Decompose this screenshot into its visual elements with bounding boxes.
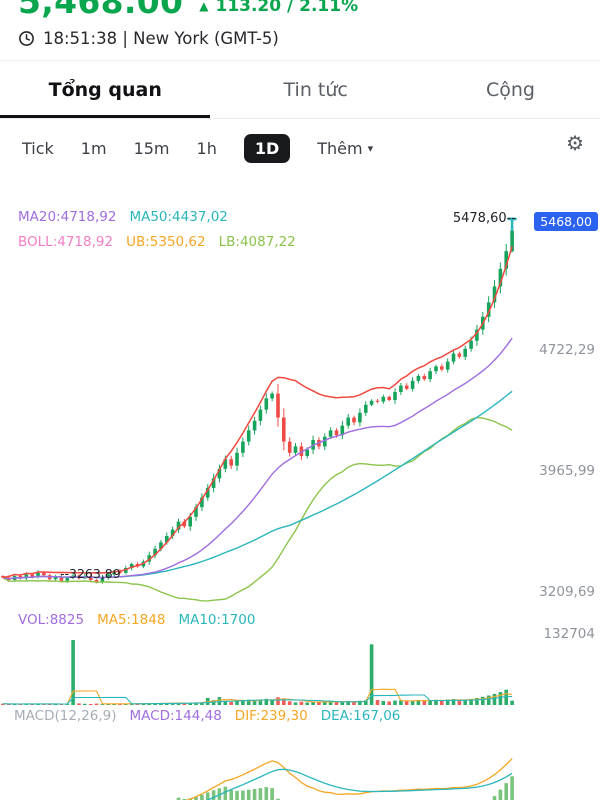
volume-chart[interactable]: [0, 610, 600, 705]
price-chart[interactable]: [0, 205, 600, 610]
quote-header: 5,468.00 ▲ 113.20 / 2.11% 18:51:38 | New…: [0, 0, 600, 62]
up-triangle-icon: ▲: [199, 0, 209, 14]
tab-community[interactable]: Cộng: [485, 78, 535, 101]
timeframe-1m[interactable]: 1m: [80, 139, 107, 159]
tab-news[interactable]: Tin tức: [283, 78, 348, 101]
timeframe-1h[interactable]: 1h: [196, 139, 217, 159]
price-row: 5,468.00 ▲ 113.20 / 2.11%: [0, 0, 600, 20]
more-timeframes-button[interactable]: Thêm ▾: [317, 139, 373, 158]
timeframe-15m[interactable]: 15m: [133, 139, 170, 159]
clock-icon: [19, 31, 34, 47]
timeframe-1d-selected[interactable]: 1D: [243, 134, 291, 164]
tab-overview[interactable]: Tổng quan: [0, 61, 211, 119]
change-value: 113.20 / 2.11%: [215, 0, 359, 17]
price-change: ▲ 113.20 / 2.11%: [199, 0, 358, 20]
timeframe-bar: Tick 1m 15m 1h 1D Thêm ▾ ⚙: [0, 119, 600, 174]
last-price: 5,468.00: [18, 0, 184, 21]
tab-bar: Tổng quan Tin tức Cộng: [0, 61, 600, 120]
market-time-row: 18:51:38 | New York (GMT-5): [0, 20, 600, 62]
chevron-down-icon: ▾: [367, 142, 374, 156]
settings-gear-icon[interactable]: ⚙: [566, 131, 584, 156]
macd-chart[interactable]: [0, 705, 600, 800]
market-time: 18:51:38 | New York (GMT-5): [43, 29, 279, 49]
more-label: Thêm: [317, 139, 363, 159]
timeframe-tick[interactable]: Tick: [22, 139, 54, 159]
